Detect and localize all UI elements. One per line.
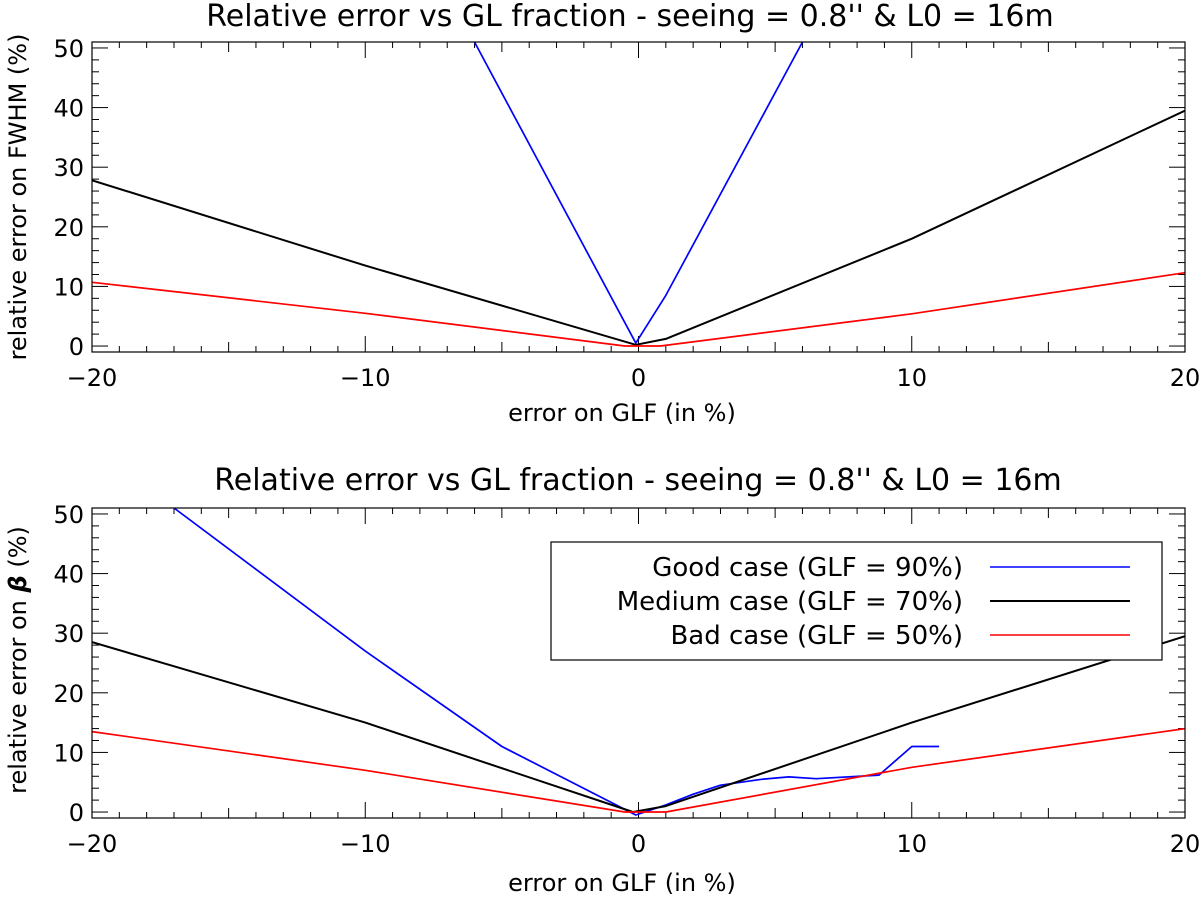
x-tick-label: 0 (631, 364, 646, 392)
y-tick-label: 50 (53, 501, 84, 529)
y-axis-label-prefix: relative error on (4, 592, 32, 793)
y-tick-label: 0 (69, 799, 84, 827)
chart-panel-beta: Relative error vs GL fraction - seeing =… (4, 463, 1200, 897)
series-group (92, 42, 1185, 347)
chart-title: Relative error vs GL fraction - seeing =… (206, 0, 1053, 34)
chart-panel-fwhm: Relative error vs GL fraction - seeing =… (4, 0, 1200, 427)
x-tick-label: 0 (631, 830, 646, 858)
legend-label-bad: Bad case (GLF = 50%) (670, 621, 963, 651)
series-line-1 (92, 635, 1185, 813)
y-tick-label: 50 (53, 35, 84, 63)
series-line-1 (92, 109, 1185, 346)
y-axis-label-suffix: (%) (4, 526, 32, 575)
x-tick-label: 10 (896, 364, 927, 392)
series-line-0 (173, 508, 940, 816)
beta-symbol: β (4, 575, 32, 593)
plot-frame (91, 41, 1186, 353)
x-tick-label: −10 (340, 364, 391, 392)
x-tick-label: −20 (67, 830, 118, 858)
x-tick-label: −20 (67, 364, 118, 392)
x-axis-label: error on GLF (in %) (508, 869, 736, 897)
legend: Good case (GLF = 90%) Medium case (GLF =… (550, 541, 1163, 661)
series-group (92, 508, 1185, 816)
series-line-2 (92, 271, 1185, 347)
y-axis-label: relative error on FWHM (%) (4, 34, 32, 361)
axis-ticks: −20 −10 0 10 20 0 10 20 30 40 50 (53, 35, 1200, 392)
x-axis-label: error on GLF (in %) (508, 399, 736, 427)
y-tick-label: 30 (53, 154, 84, 182)
y-tick-label: 20 (53, 680, 84, 708)
y-tick-label: 40 (53, 561, 84, 589)
y-tick-label: 10 (53, 273, 84, 301)
y-axis-label: relative error on β (%) (4, 526, 32, 794)
y-tick-label: 30 (53, 620, 84, 648)
axis-ticks: −20 −10 0 10 20 0 10 20 30 40 50 (53, 501, 1200, 858)
y-tick-label: 10 (53, 739, 84, 767)
legend-label-good: Good case (GLF = 90%) (652, 553, 963, 583)
x-tick-label: 20 (1170, 364, 1200, 392)
series-line-0 (473, 42, 804, 344)
plot-frame (91, 507, 1186, 819)
chart-title: Relative error vs GL fraction - seeing =… (214, 463, 1061, 498)
y-tick-label: 0 (69, 333, 84, 361)
legend-label-medium: Medium case (GLF = 70%) (617, 587, 963, 617)
y-tick-label: 20 (53, 214, 84, 242)
x-tick-label: 20 (1170, 830, 1200, 858)
x-tick-label: −10 (340, 830, 391, 858)
series-line-2 (92, 727, 1185, 813)
y-tick-label: 40 (53, 95, 84, 123)
x-tick-label: 10 (896, 830, 927, 858)
